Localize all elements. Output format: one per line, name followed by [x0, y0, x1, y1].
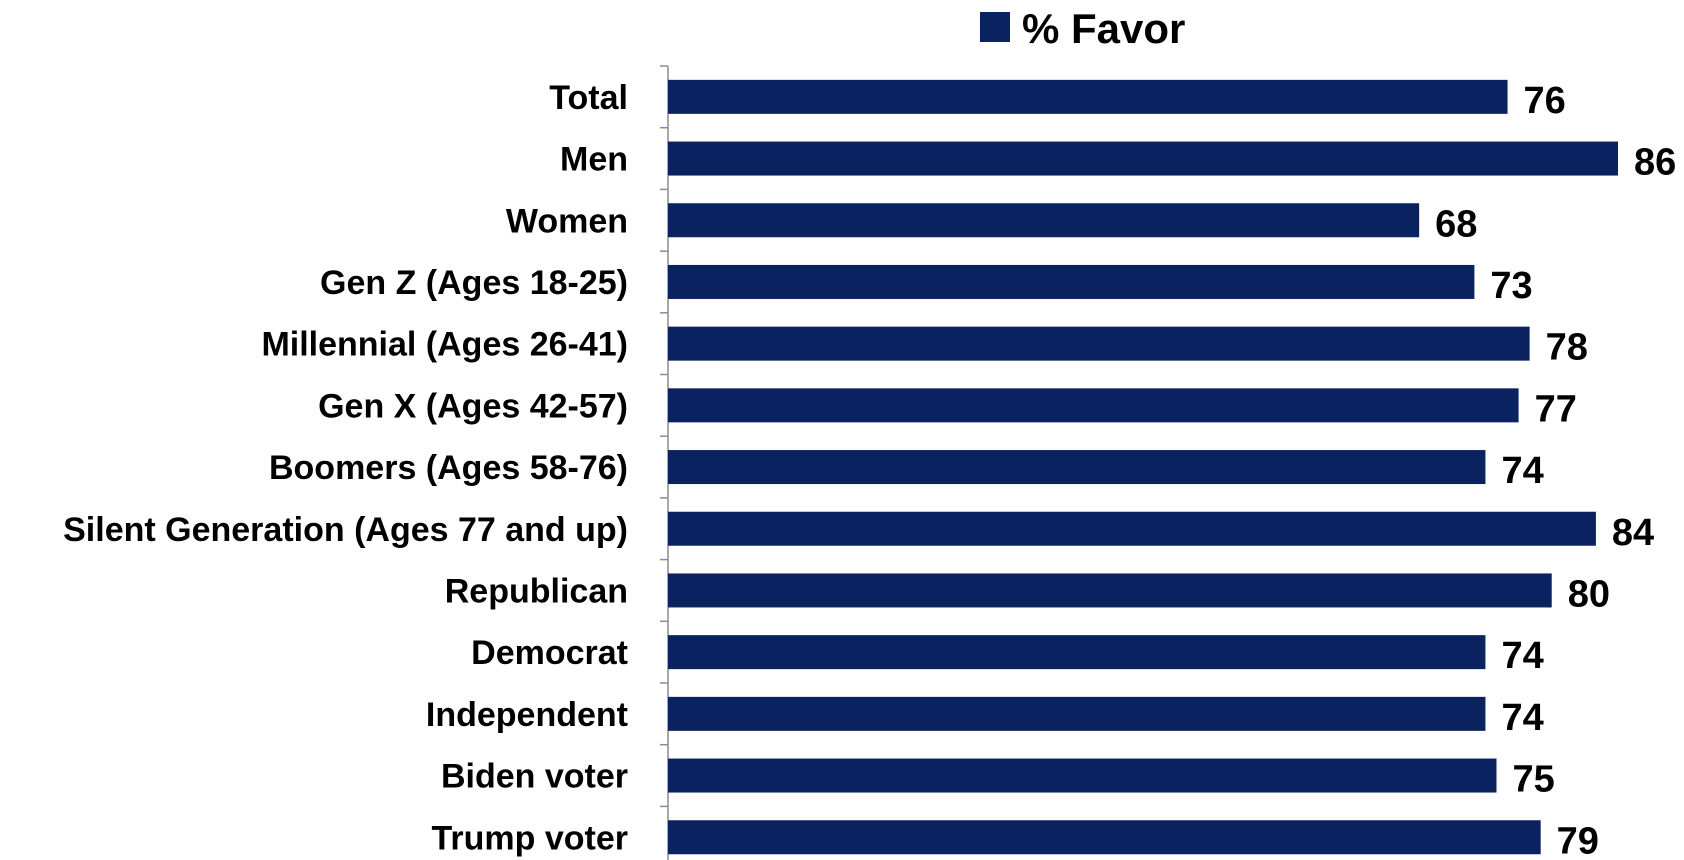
bar [668, 79, 1508, 114]
category-label: Democrat [471, 634, 628, 672]
value-label: 73 [1490, 265, 1532, 307]
category-label: Republican [445, 572, 628, 610]
bar [668, 326, 1530, 361]
bar [668, 820, 1541, 855]
legend-label: % Favor [1022, 5, 1185, 52]
value-label: 86 [1634, 142, 1676, 184]
bar [668, 141, 1618, 176]
bar [668, 758, 1497, 793]
category-label: Millennial (Ages 26-41) [261, 326, 628, 364]
value-label: 74 [1501, 450, 1543, 492]
value-label: 68 [1435, 203, 1477, 245]
category-label: Biden voter [441, 758, 628, 796]
value-label: 75 [1512, 759, 1554, 801]
value-label: 77 [1535, 388, 1577, 430]
category-label: Silent Generation (Ages 77 and up) [63, 511, 628, 549]
legend: % Favor [980, 5, 1185, 52]
bar [668, 203, 1420, 238]
value-label: 79 [1557, 820, 1599, 860]
bar [668, 696, 1486, 731]
bar [668, 511, 1596, 546]
category-label: Total [549, 79, 628, 117]
category-label: Gen Z (Ages 18-25) [320, 264, 628, 302]
value-label: 74 [1501, 697, 1543, 739]
category-label: Women [506, 202, 628, 240]
bar [668, 635, 1486, 670]
category-label: Men [560, 141, 628, 179]
bar [668, 573, 1552, 608]
legend-swatch [980, 12, 1010, 42]
category-label: Gen X (Ages 42-57) [318, 387, 628, 425]
category-label: Boomers (Ages 58-76) [269, 449, 628, 487]
category-label: Independent [426, 696, 628, 734]
bar [668, 450, 1486, 485]
value-label: 74 [1501, 635, 1543, 677]
value-label: 76 [1524, 80, 1566, 122]
value-label: 80 [1568, 573, 1610, 615]
category-label: Trump voter [432, 819, 628, 857]
bar [668, 264, 1475, 299]
bar [668, 388, 1519, 423]
value-label: 84 [1612, 512, 1654, 554]
value-label: 78 [1546, 327, 1588, 369]
